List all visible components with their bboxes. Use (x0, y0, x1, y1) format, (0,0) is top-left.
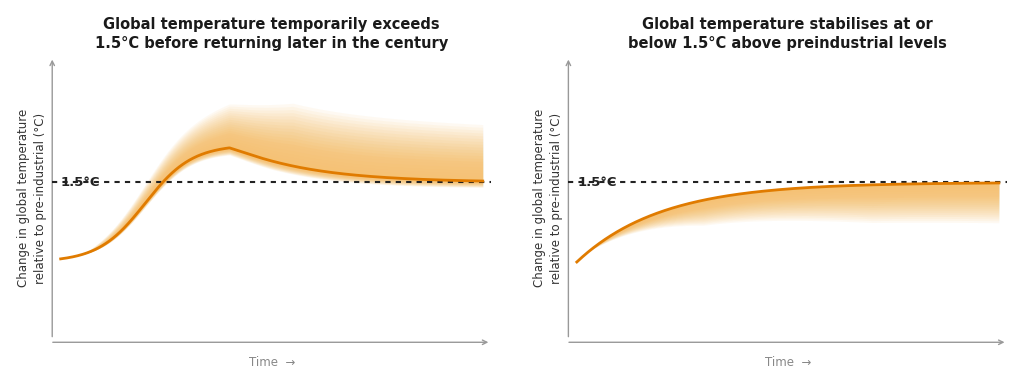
Y-axis label: Change in global temperature
relative to pre-industrial (°C): Change in global temperature relative to… (532, 109, 563, 287)
Text: Time  →: Time → (249, 356, 295, 370)
Title: Global temperature stabilises at or
below 1.5°C above preindustrial levels: Global temperature stabilises at or belo… (629, 17, 947, 51)
Title: Global temperature temporarily exceeds
1.5°C before returning later in the centu: Global temperature temporarily exceeds 1… (95, 17, 449, 51)
Text: 1.5°C: 1.5°C (578, 176, 616, 189)
Text: Time  →: Time → (765, 356, 811, 370)
Text: 1.5°C: 1.5°C (61, 176, 100, 189)
Y-axis label: Change in global temperature
relative to pre-industrial (°C): Change in global temperature relative to… (16, 109, 47, 287)
